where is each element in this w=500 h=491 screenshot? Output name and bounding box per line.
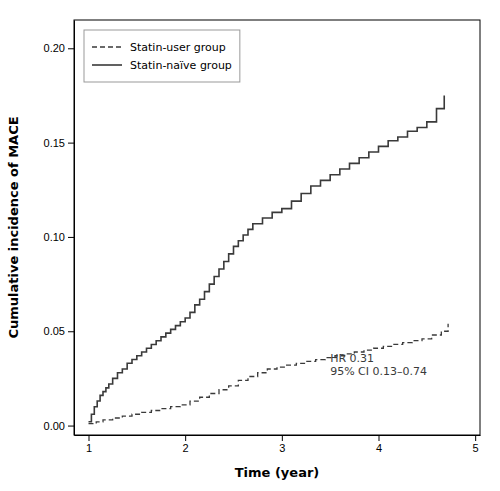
tick-mark: [185, 435, 186, 441]
tick-label: 0.00: [44, 420, 65, 432]
tick-label: 2: [183, 442, 189, 454]
tick-mark: [68, 48, 74, 49]
axis-line: [75, 435, 481, 436]
tick-label: 0.10: [44, 231, 65, 243]
step-line: [89, 95, 445, 421]
plot: 1 2 3 4 5 0.00 0.05 0.10 0.15 0.20 Time (year) Cumu…: [6, 20, 481, 480]
tick: 0.20: [44, 42, 74, 54]
legend: Statin-user group Statin-naïve group: [84, 30, 240, 82]
tick-mark: [89, 435, 90, 441]
legend-label: Statin-naïve group: [130, 59, 232, 72]
tick: 1: [86, 435, 92, 454]
tick-label: 0.20: [44, 42, 65, 54]
tick-label: 1: [86, 442, 92, 454]
tick-mark: [475, 435, 476, 441]
y-axis-title: Cumulative incidence of MACE: [6, 116, 21, 338]
y-axis: 0.00 0.05 0.10 0.15 0.20: [44, 21, 75, 436]
plot-frame: [74, 20, 480, 435]
legend-swatch: [92, 64, 122, 66]
tick-label: 5: [473, 442, 479, 454]
tick: 4: [376, 435, 382, 454]
series-group: [89, 95, 449, 423]
tick: 3: [279, 435, 285, 454]
tick: 2: [183, 435, 189, 454]
step-line: [89, 324, 449, 424]
tick-label: 0.15: [44, 137, 65, 149]
tick: 0.05: [44, 325, 74, 337]
tick-mark: [68, 143, 74, 144]
annotation: HR 0.3195% CI 0.13–0.74: [330, 352, 427, 378]
tick-mark: [68, 237, 74, 238]
legend-swatch: [92, 46, 122, 47]
axis-line: [74, 21, 75, 436]
tick: 0.10: [44, 231, 74, 243]
tick-mark: [68, 331, 74, 332]
tick-label: 3: [279, 442, 285, 454]
tick: 0.00: [44, 420, 74, 432]
tick: 5: [473, 435, 479, 454]
tick: 0.15: [44, 137, 74, 149]
tick-mark: [379, 435, 380, 441]
chart: 1 2 3 4 5 0.00 0.05 0.10 0.15 0.20 Time (year) Cumu…: [0, 0, 500, 491]
tick-label: 4: [376, 442, 382, 454]
x-axis: 1 2 3 4 5: [75, 435, 481, 454]
tick-mark: [68, 426, 74, 427]
x-axis-title: Time (year): [235, 465, 320, 480]
legend-label: Statin-user group: [130, 41, 226, 54]
tick-mark: [282, 435, 283, 441]
tick-label: 0.05: [44, 325, 65, 337]
legend-box: [84, 30, 240, 82]
